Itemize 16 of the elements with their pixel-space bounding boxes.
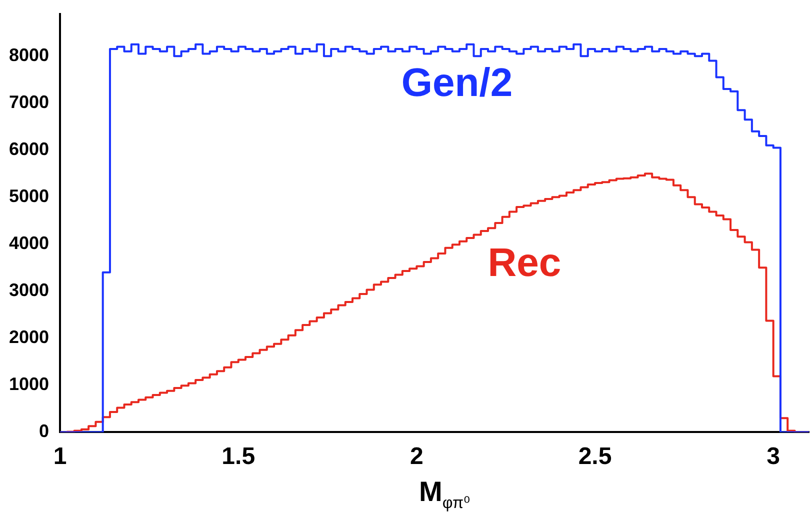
y-tick-label: 2000 [8,327,50,348]
y-tick-label: 7000 [8,92,50,112]
y-tick-label: 8000 [8,45,50,66]
y-tick-label: 5000 [8,186,50,206]
series-label: Rec [488,240,562,285]
x-tick-label: 1.5 [222,443,256,470]
x-tick-label: 3 [766,443,780,470]
x-tick-label: 2 [410,443,424,470]
y-tick-label: 6000 [8,139,50,160]
y-tick-label: 4000 [8,233,50,254]
y-tick-label: 3000 [8,280,50,300]
x-tick-label: 2.5 [578,443,612,470]
series-label: Gen/2 [401,60,513,105]
y-tick-label: 0 [39,421,50,442]
y-tick-label: 1000 [8,374,50,394]
x-tick-label: 1 [53,443,67,470]
